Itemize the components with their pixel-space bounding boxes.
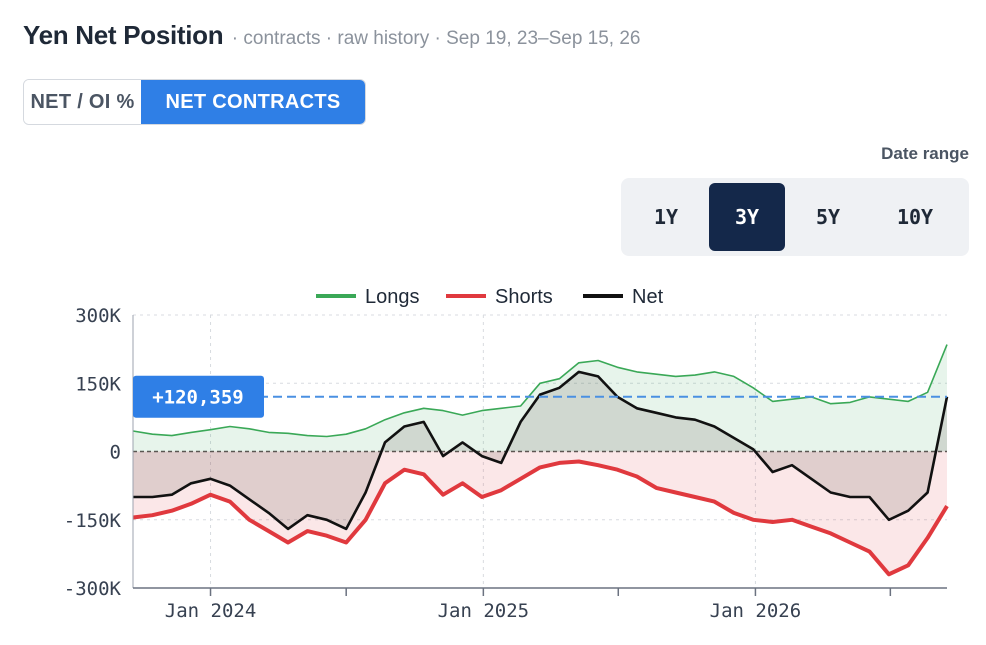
chart-fills [133,344,947,575]
range-button-1y[interactable]: 1Y [653,205,679,229]
net-area [133,371,947,529]
chart-axes: 300K 150K 0 -150K -300K Jan 2024 Jan 2025 Jan 2… [64,305,947,622]
current-value-badge: +120,359 [133,375,947,418]
page-subtitle: · contracts · raw history · Sep 19, 23–S… [231,28,641,49]
y-tick-label: -300K [64,578,122,600]
x-tick-label: Jan 2026 [710,600,802,622]
y-tick-label: 0 [110,442,121,464]
y-tick-label: -150K [64,510,122,532]
legend-label-longs: Longs [365,286,420,308]
range-button-5y[interactable]: 5Y [815,205,841,229]
page-title: Yen Net Position [23,20,224,50]
y-tick-label: 150K [75,373,121,395]
shorts-line [132,459,949,577]
shorts-area [133,451,947,575]
date-range-label: Date range [881,144,969,163]
legend-label-shorts: Shorts [495,286,553,308]
range-button-3y[interactable]: 3Y [709,183,785,251]
reference-badge-label: +120,359 [152,387,244,409]
net-position-chart: Longs Shorts Net 300K 150K 0 -150K -300K Jan 20… [64,286,949,622]
chart-header: Yen Net Position · contracts · raw histo… [23,20,641,51]
date-range-selector: 1Y 3Y 5Y 10Y [621,178,969,256]
reference-badge-bg [133,375,264,418]
range-button-10y[interactable]: 10Y [896,205,934,229]
x-tick-label: Jan 2025 [438,600,530,622]
net-line [133,370,949,531]
mode-toggle: NET / OI % NET CONTRACTS [23,79,366,125]
chart-legend: Longs Shorts Net [316,286,664,308]
x-tick-label: Jan 2024 [165,600,257,622]
toggle-net-oi-percent[interactable]: NET / OI % [24,80,141,124]
legend-label-net: Net [632,286,664,308]
y-tick-label: 300K [75,305,121,327]
toggle-net-contracts[interactable]: NET CONTRACTS [141,80,365,124]
longs-area [133,344,947,452]
